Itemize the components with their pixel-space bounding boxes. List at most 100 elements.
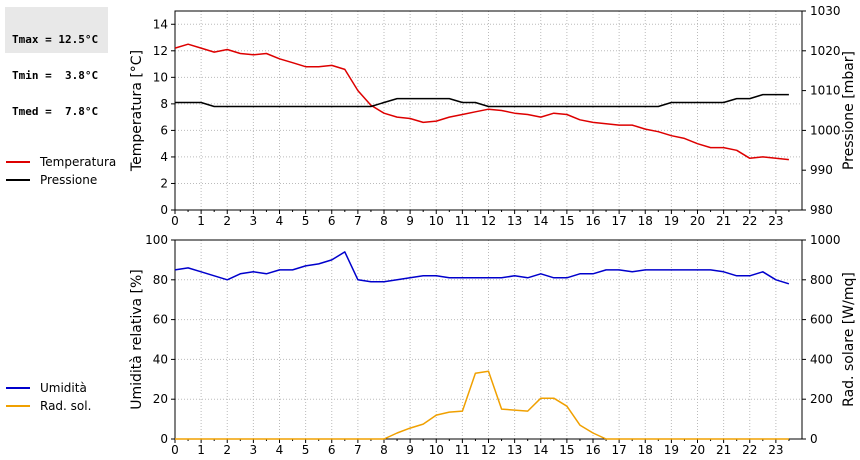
bottom-x-tick-label: 21 [716,443,731,457]
bottom-x-tick-label: 8 [380,443,388,457]
bottom-x-tick-label: 20 [690,443,705,457]
top-x-tick-label: 10 [429,214,444,228]
top-x-tick-label: 3 [250,214,258,228]
top-y-tick-label: 10 [153,70,168,84]
bottom-y2-tick-label: 200 [810,392,833,406]
bottom-x-tick-label: 0 [171,443,179,457]
bottom-y-tick-label: 20 [153,392,168,406]
bottom-y-tick-label: 100 [145,233,168,247]
top-x-tick-label: 17 [611,214,626,228]
temperature-swatch [6,161,30,163]
top-y2-axis-label: Pressione [mbar] [841,51,857,170]
bottom-x-tick-label: 18 [638,443,653,457]
legend-item-solar: Rad. sol. [6,397,91,415]
top-x-tick-label: 14 [533,214,548,228]
bottom-x-tick-label: 14 [533,443,548,457]
legend-label-temperature: Temperatura [40,155,117,169]
top-x-tick-label: 8 [380,214,388,228]
top-x-tick-label: 18 [638,214,653,228]
top-x-tick-label: 7 [354,214,362,228]
top-chart: 0 1 2 3 4 5 6 7 8 9 10 11 12 13 14 15 16 17 18 19 20 21 22 2302… [129,4,857,228]
top-x-tick-label: 15 [559,214,574,228]
bottom-x-tick-label: 11 [455,443,470,457]
top-y2-tick-label: 1010 [810,84,841,98]
bottom-x-tick-label: 1 [197,443,205,457]
bottom-x-tick-label: 17 [611,443,626,457]
series-temperatura-line [174,43,789,161]
legend-label-humidity: Umidità [40,381,87,395]
top-x-tick-label: 16 [585,214,600,228]
bottom-x-tick-label: 13 [507,443,522,457]
legend-item-pressure: Pressione [6,171,116,189]
bottom-x-tick-label: 6 [328,443,336,457]
top-y2-tick-label: 1030 [810,4,841,18]
bottom-y-tick-label: 40 [153,352,168,366]
bottom-x-tick-label: 16 [585,443,600,457]
top-x-tick-label: 9 [406,214,414,228]
bottom-x-tick-label: 19 [664,443,679,457]
tmin-stat: Tmin = 3.8°C [12,69,99,82]
bottom-x-tick-label: 12 [481,443,496,457]
bottom-y2-axis-label: Rad. solare [W/mq] [841,272,857,407]
legend-label-pressure: Pressione [40,173,98,187]
top-x-tick-label: 23 [768,214,783,228]
bottom-y-axis-label: Umidità relativa [%] [129,269,145,410]
top-y2-tick-label: 980 [810,203,833,217]
legend-label-solar: Rad. sol. [40,399,92,413]
bottom-y-tick-label: 60 [153,313,168,327]
bottom-x-tick-label: 5 [302,443,310,457]
bottom-y2-tick-label: 800 [810,273,833,287]
top-y2-tick-label: 1020 [810,44,841,58]
legend-bottom: Umidità Rad. sol. [6,379,91,415]
top-y2-tick-label: 990 [810,163,833,177]
bottom-x-tick-label: 3 [250,443,258,457]
bottom-x-tick-label: 4 [276,443,284,457]
top-y-tick-label: 0 [160,203,168,217]
bottom-y-tick-label: 80 [153,273,168,287]
bottom-y2-tick-label: 1000 [810,233,841,247]
bottom-y2-tick-label: 400 [810,352,833,366]
humidity-swatch [6,387,30,389]
top-y-tick-label: 12 [153,44,168,58]
bottom-y2-tick-label: 0 [810,432,818,446]
top-x-tick-label: 21 [716,214,731,228]
bottom-x-tick-label: 7 [354,443,362,457]
top-x-tick-label: 4 [276,214,284,228]
top-x-tick-label: 22 [742,214,757,228]
bottom-x-tick-label: 23 [768,443,783,457]
top-y-tick-label: 14 [153,17,168,31]
solar-swatch [6,405,30,407]
top-x-tick-label: 19 [664,214,679,228]
series-umidit-line [174,251,790,285]
top-y-axis-label: Temperatura [°C] [129,50,145,172]
top-x-tick-label: 2 [223,214,231,228]
bottom-y-tick-label: 0 [160,432,168,446]
bottom-x-tick-label: 2 [223,443,231,457]
bottom-chart: 0 1 2 3 4 5 6 7 8 9 10 11 12 13 14 15 16 17 18 19 20 21 22 2302… [129,233,857,457]
series-pressione-line [175,93,789,108]
top-x-tick-label: 0 [171,214,179,228]
bottom-x-tick-label: 9 [406,443,414,457]
bottom-x-tick-label: 22 [742,443,757,457]
tmed-stat: Tmed = 7.8°C [12,105,99,118]
legend-top: Temperatura Pressione [6,153,116,189]
top-x-tick-label: 20 [690,214,705,228]
top-x-tick-label: 5 [302,214,310,228]
top-x-tick-label: 1 [197,214,205,228]
top-x-tick-label: 11 [455,214,470,228]
top-y-tick-label: 6 [160,123,168,137]
top-y-tick-label: 2 [160,176,168,190]
legend-item-temperature: Temperatura [6,153,116,171]
pressure-swatch [6,179,30,181]
top-y-tick-label: 8 [160,97,168,111]
tmax-stat: Tmax = 12.5°C [12,33,99,46]
top-x-tick-label: 12 [481,214,496,228]
top-x-tick-label: 13 [507,214,522,228]
bottom-x-tick-label: 15 [559,443,574,457]
bottom-x-tick-label: 10 [429,443,444,457]
top-y2-tick-label: 1000 [810,123,841,137]
bottom-y2-tick-label: 600 [810,313,833,327]
top-y-tick-label: 4 [160,150,168,164]
legend-item-humidity: Umidità [6,379,91,397]
